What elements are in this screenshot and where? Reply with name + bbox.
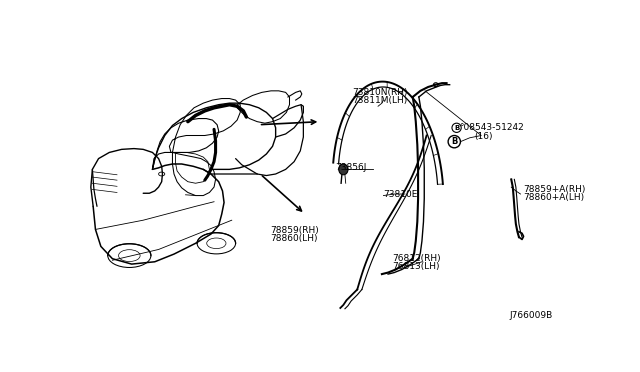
Text: 76812(RH): 76812(RH): [393, 254, 442, 263]
Text: 78859+A(RH): 78859+A(RH): [524, 185, 586, 194]
Text: 78860(LH): 78860(LH): [270, 234, 317, 243]
Text: 73811M(LH): 73811M(LH): [353, 96, 408, 105]
Text: B: B: [454, 125, 460, 131]
Text: 78859(RH): 78859(RH): [270, 227, 319, 235]
Text: 73810E: 73810E: [383, 189, 418, 199]
Text: J766009B: J766009B: [509, 311, 553, 320]
Text: 73856J: 73856J: [336, 163, 367, 172]
Text: (16): (16): [474, 132, 493, 141]
Text: 78860+A(LH): 78860+A(LH): [524, 193, 585, 202]
Ellipse shape: [339, 164, 348, 175]
Text: 73810N(RH): 73810N(RH): [353, 88, 408, 97]
Text: °08543-51242: °08543-51242: [459, 123, 524, 132]
Text: 76813(LH): 76813(LH): [393, 262, 440, 271]
Text: B: B: [451, 137, 458, 146]
